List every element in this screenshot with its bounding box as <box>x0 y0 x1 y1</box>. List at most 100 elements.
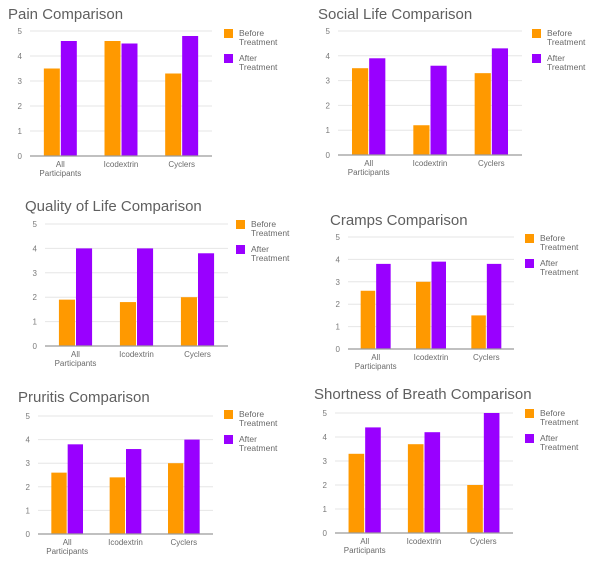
y-tick-label: 3 <box>326 77 331 86</box>
legend-label: After <box>540 258 558 268</box>
x-category-label: Participants <box>46 547 88 556</box>
y-tick-label: 5 <box>26 412 31 421</box>
legend-label: Before <box>239 409 264 419</box>
legend-label: Before <box>547 28 572 38</box>
y-tick-label: 1 <box>326 126 331 135</box>
legend-swatch <box>532 29 541 38</box>
x-category-label: Participants <box>348 168 390 177</box>
bar-after-treatment <box>430 65 447 155</box>
bar-after-treatment <box>184 439 200 534</box>
legend-label: Treatment <box>251 228 290 238</box>
y-tick-label: 5 <box>336 233 341 242</box>
x-category-label: Participants <box>55 359 97 368</box>
bar-after-treatment <box>365 427 381 533</box>
y-tick-label: 2 <box>18 102 23 111</box>
chart-title: Social Life Comparison <box>318 6 472 23</box>
y-tick-label: 3 <box>26 459 31 468</box>
bar-after-treatment <box>60 41 77 156</box>
bar-before-treatment <box>165 73 182 156</box>
legend-label: Treatment <box>540 267 579 277</box>
bar-after-treatment <box>182 36 199 156</box>
x-category-label: All <box>71 350 80 359</box>
x-category-label: Icodextrin <box>414 353 449 362</box>
legend-swatch <box>525 409 534 418</box>
y-tick-label: 5 <box>323 409 328 418</box>
chart-panel: Shortness of Breath Comparison 0 1 2 3 4 5 AllP… <box>314 386 579 555</box>
legend-label: After <box>540 433 558 443</box>
chart-title: Quality of Life Comparison <box>25 198 202 215</box>
y-tick-label: 2 <box>26 483 31 492</box>
x-category-label: All <box>371 353 380 362</box>
bar-after-treatment <box>376 263 391 349</box>
legend-label: Treatment <box>251 253 290 263</box>
legend-label: Treatment <box>547 62 586 72</box>
x-category-label: Cyclers <box>168 160 195 169</box>
legend-swatch <box>224 54 233 63</box>
bar-before-treatment <box>474 73 491 155</box>
bar-after-treatment <box>67 444 83 534</box>
chart-title: Pruritis Comparison <box>18 389 150 406</box>
legend-swatch <box>224 410 233 419</box>
bar-before-treatment <box>109 477 125 534</box>
y-tick-label: 2 <box>336 300 341 309</box>
y-tick-label: 5 <box>18 27 23 36</box>
legend-label: After <box>239 434 257 444</box>
x-category-label: All <box>364 159 373 168</box>
chart-panel: Social Life Comparison 0 1 2 3 4 5 AllParticipa… <box>318 6 586 177</box>
legend-label: Treatment <box>239 37 278 47</box>
legend-label: Before <box>239 28 264 38</box>
bar-after-treatment <box>431 261 446 349</box>
y-tick-label: 4 <box>33 244 38 253</box>
x-category-label: Cyclers <box>170 538 197 547</box>
legend-swatch <box>224 29 233 38</box>
bar-before-treatment <box>51 472 67 534</box>
y-tick-label: 0 <box>33 342 38 351</box>
y-tick-label: 2 <box>33 293 38 302</box>
y-tick-label: 0 <box>326 151 331 160</box>
x-category-label: Cyclers <box>478 159 505 168</box>
bar-after-treatment <box>76 248 93 346</box>
x-category-label: Participants <box>355 362 397 371</box>
x-category-label: Icodextrin <box>119 350 154 359</box>
bar-before-treatment <box>413 125 430 155</box>
legend-label: Treatment <box>547 37 586 47</box>
y-tick-label: 3 <box>33 269 38 278</box>
legend-label: Before <box>540 233 565 243</box>
y-tick-label: 5 <box>33 220 38 229</box>
legend-label: After <box>547 53 565 63</box>
x-category-label: Icodextrin <box>104 160 139 169</box>
legend-label: Before <box>251 219 276 229</box>
y-tick-label: 1 <box>18 127 23 136</box>
legend-label: Treatment <box>239 418 278 428</box>
legend-label: Treatment <box>540 442 579 452</box>
x-category-label: Cyclers <box>473 353 500 362</box>
bar-before-treatment <box>119 302 136 346</box>
bar-before-treatment <box>43 68 60 156</box>
legend-swatch <box>525 259 534 268</box>
y-tick-label: 4 <box>336 255 341 264</box>
x-category-label: All <box>56 160 65 169</box>
bar-before-treatment <box>348 453 365 533</box>
chart-panel: Quality of Life Comparison 0 1 2 3 4 5 AllParti… <box>25 198 290 368</box>
bar-after-treatment <box>137 248 154 346</box>
bar-after-treatment <box>491 48 509 155</box>
legend-swatch <box>236 245 245 254</box>
y-tick-label: 0 <box>336 345 341 354</box>
y-tick-label: 1 <box>336 323 341 332</box>
bar-before-treatment <box>467 485 483 533</box>
bar-after-treatment <box>424 432 441 533</box>
legend-label: After <box>239 53 257 63</box>
x-category-label: All <box>360 537 369 546</box>
legend-swatch <box>532 54 541 63</box>
y-tick-label: 4 <box>18 52 23 61</box>
x-category-label: Cyclers <box>184 350 211 359</box>
chart-title: Shortness of Breath Comparison <box>314 386 532 403</box>
chart-title: Pain Comparison <box>8 6 123 23</box>
bar-before-treatment <box>471 315 486 349</box>
x-category-label: Icodextrin <box>108 538 143 547</box>
x-category-label: Icodextrin <box>407 537 442 546</box>
y-tick-label: 1 <box>26 506 31 515</box>
